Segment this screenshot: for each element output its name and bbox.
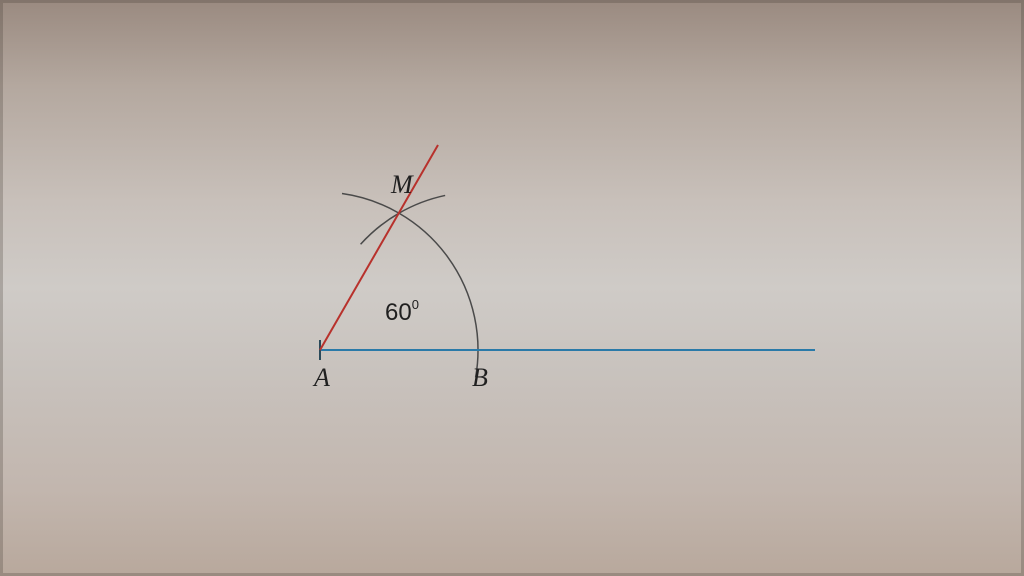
label-point-a: A — [312, 363, 330, 392]
label-point-m: M — [390, 170, 414, 199]
angle-label: 600 — [385, 297, 419, 326]
label-point-b: B — [472, 363, 488, 392]
arc-from-b — [361, 195, 446, 244]
construction-diagram: A B M 600 — [0, 0, 1024, 576]
ray-am — [320, 145, 438, 350]
